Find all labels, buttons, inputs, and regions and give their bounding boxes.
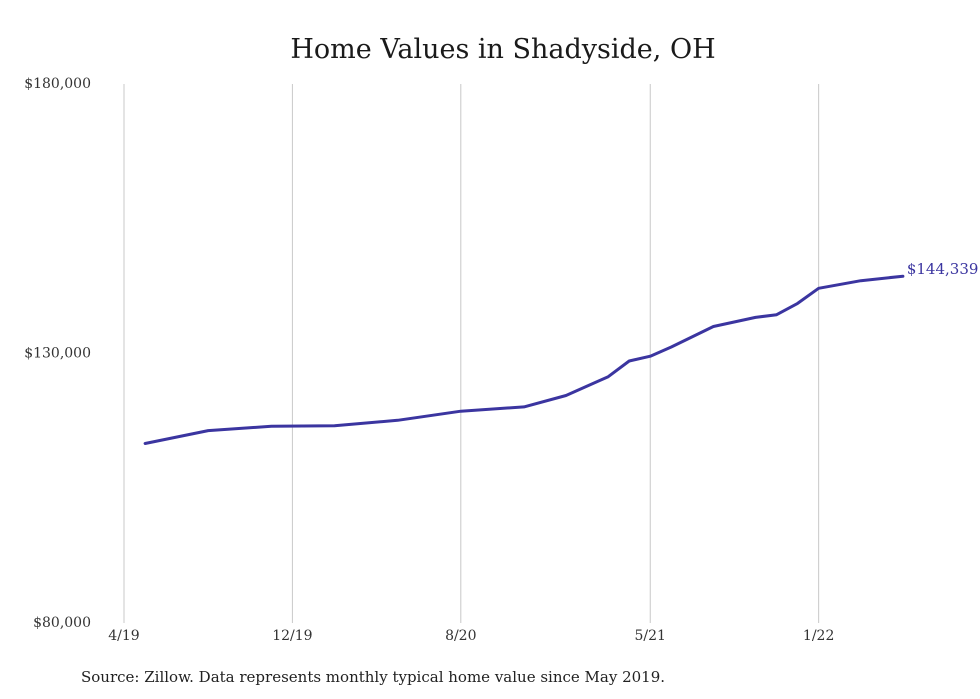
- chart-title: Home Values in Shadyside, OH: [290, 34, 715, 65]
- x-tick-label: 1/22: [803, 628, 834, 644]
- source-note: Source: Zillow. Data represents monthly …: [81, 668, 665, 686]
- x-tick-label: 12/19: [272, 628, 312, 644]
- x-tick-label: 8/20: [445, 628, 476, 644]
- x-axis-ticks: 4/19 12/19 8/20 5/21 1/22: [108, 628, 834, 644]
- end-value-label: $144,339: [907, 260, 979, 278]
- x-tick-label: 4/19: [108, 628, 139, 644]
- y-axis-ticks: $180,000 $130,000 $80,000: [24, 76, 91, 631]
- y-tick-label: $80,000: [33, 615, 91, 631]
- x-tick-label: 5/21: [635, 628, 666, 644]
- y-tick-label: $180,000: [24, 76, 91, 92]
- y-tick-label: $130,000: [24, 346, 91, 362]
- gridlines: [123, 84, 820, 623]
- home-value-line: [143, 274, 905, 445]
